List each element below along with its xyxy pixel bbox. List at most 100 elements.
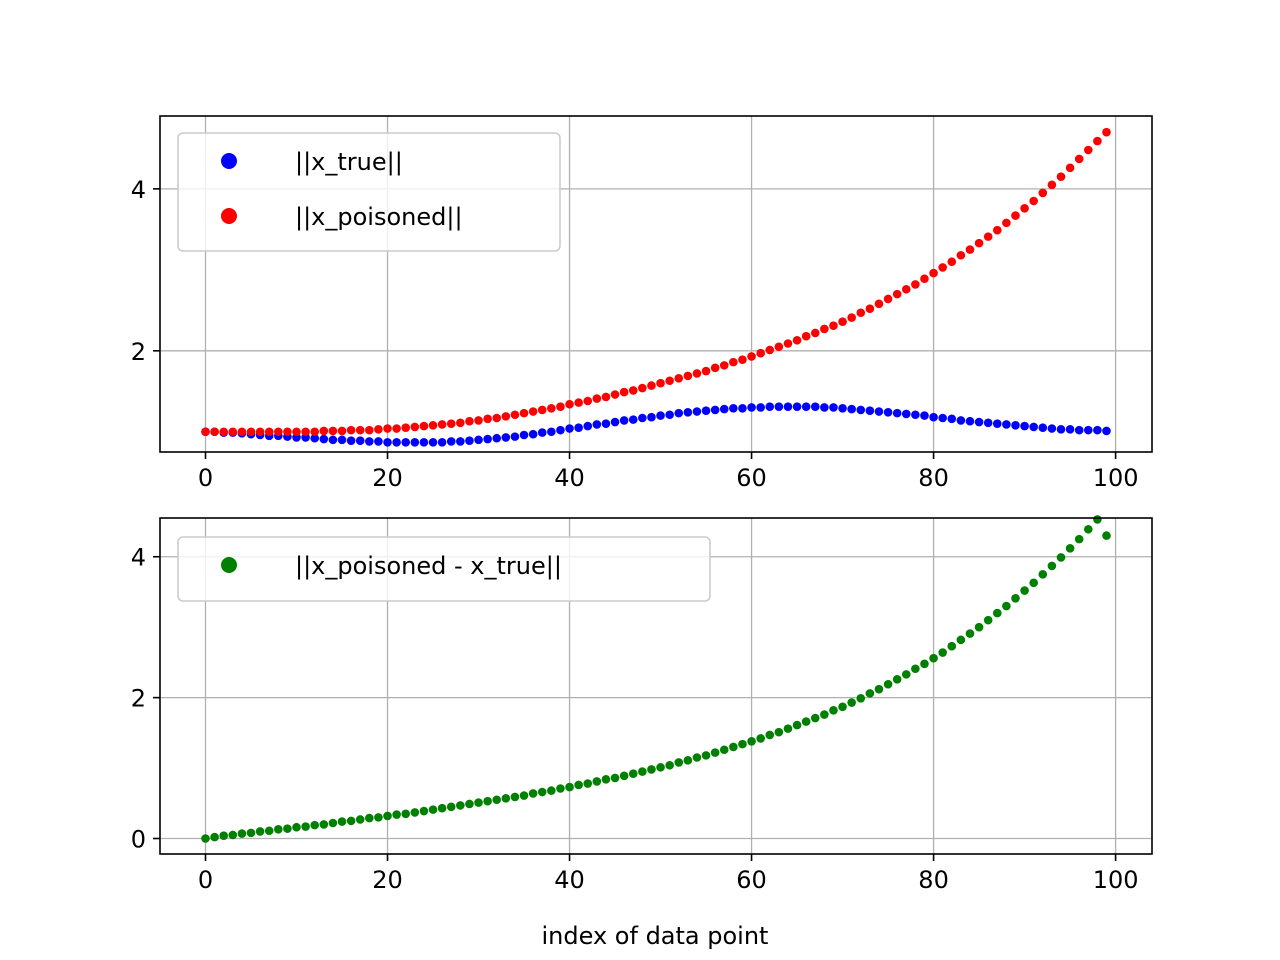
data-point (1074, 154, 1084, 164)
data-point (674, 374, 684, 383)
data-point (692, 753, 702, 762)
data-point (365, 425, 374, 435)
data-point (392, 810, 401, 819)
x-tick-label: 80 (918, 866, 949, 894)
data-point (483, 796, 492, 806)
data-point (738, 403, 747, 413)
data-point (1038, 570, 1048, 579)
data-point (528, 789, 538, 798)
x-tick-label: 20 (372, 464, 403, 492)
data-point (383, 437, 392, 447)
data-point (911, 410, 920, 420)
data-point (474, 416, 483, 425)
data-point (456, 437, 465, 446)
data-point (246, 828, 256, 838)
data-point (1011, 211, 1020, 220)
data-point (610, 390, 620, 399)
data-point (428, 437, 438, 447)
data-point (1065, 543, 1075, 553)
data-point (901, 670, 911, 679)
data-point (856, 694, 866, 703)
data-point (374, 813, 383, 822)
data-point (765, 402, 775, 411)
data-point (792, 335, 802, 345)
data-point (983, 615, 993, 625)
data-point (437, 420, 447, 429)
data-point (628, 769, 638, 778)
data-point (674, 408, 684, 418)
data-point (547, 786, 556, 795)
data-point (1011, 594, 1020, 603)
data-point (574, 398, 583, 407)
data-point (519, 430, 529, 440)
data-point (274, 825, 283, 834)
data-point (456, 801, 465, 810)
data-point (747, 403, 756, 412)
x-tick-label: 40 (554, 866, 585, 894)
data-point (683, 408, 693, 417)
data-point (747, 352, 756, 361)
data-point (956, 416, 966, 425)
data-point (938, 648, 947, 657)
data-point (774, 727, 784, 737)
data-point (355, 436, 365, 445)
data-point (911, 664, 920, 674)
data-point (255, 427, 265, 437)
data-point (219, 831, 229, 840)
data-point (1056, 553, 1066, 562)
data-point (1002, 601, 1011, 611)
data-point (1020, 421, 1029, 431)
series-2 (201, 127, 1111, 437)
data-point (592, 420, 602, 429)
data-point (838, 702, 847, 712)
data-point (756, 734, 765, 743)
data-point (337, 817, 347, 826)
data-point (392, 424, 401, 433)
data-point (883, 679, 893, 689)
data-point (1047, 424, 1057, 433)
legend: ||x_true|| ||x_poisoned|| (177, 132, 561, 252)
data-point (319, 426, 329, 436)
data-point (519, 791, 529, 800)
data-point (528, 407, 538, 416)
data-point (574, 780, 583, 790)
data-point (665, 410, 674, 420)
data-point (719, 361, 729, 370)
data-point (701, 366, 711, 376)
data-point (647, 381, 656, 390)
data-point (1102, 127, 1111, 137)
data-point (592, 777, 602, 786)
data-point (583, 779, 593, 788)
data-point (510, 432, 520, 441)
data-point (901, 284, 911, 294)
data-point (437, 803, 447, 813)
data-point (619, 416, 629, 425)
data-point (1093, 515, 1102, 524)
data-point (628, 415, 638, 424)
data-point (346, 425, 356, 435)
data-point (929, 268, 938, 278)
legend-label: ||x_true|| (295, 148, 403, 176)
x-tick-label: 20 (372, 866, 403, 894)
data-point (774, 342, 784, 352)
data-point (1002, 218, 1011, 228)
data-point (674, 758, 684, 767)
data-point (619, 387, 629, 397)
data-point (537, 787, 547, 797)
data-point (601, 775, 611, 784)
data-point (838, 403, 847, 413)
data-point (410, 808, 420, 817)
data-point (820, 710, 829, 719)
x-tick-label: 80 (918, 464, 949, 492)
data-point (1020, 203, 1029, 213)
data-point (938, 263, 947, 272)
data-point (501, 412, 511, 421)
data-point (801, 717, 811, 726)
data-point (647, 765, 656, 774)
data-point (228, 427, 238, 437)
data-point (410, 422, 420, 432)
data-point (974, 417, 984, 427)
data-point (328, 426, 338, 436)
data-point (501, 794, 511, 803)
data-point (537, 428, 547, 437)
